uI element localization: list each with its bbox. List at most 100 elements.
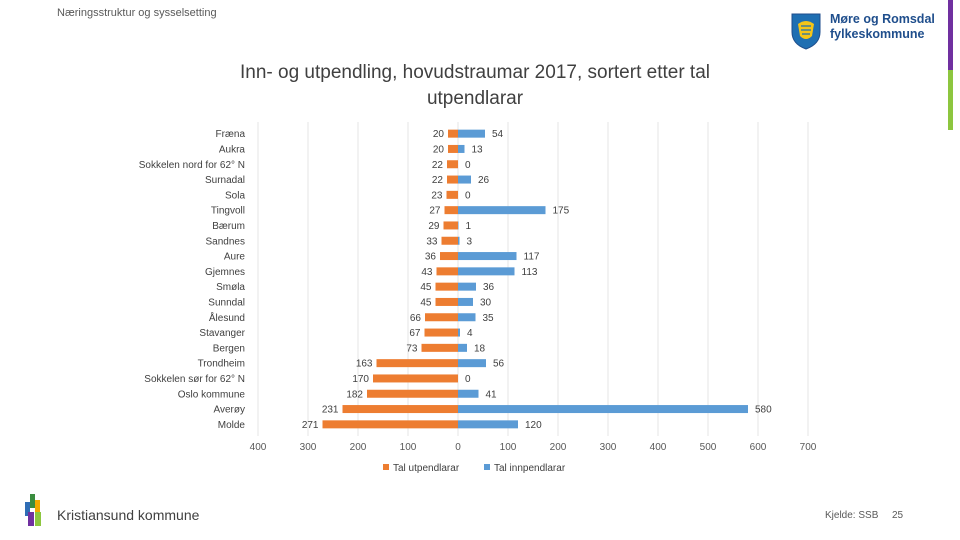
data-label-out: 20	[433, 129, 445, 140]
bar-in	[458, 389, 479, 398]
data-label-out: 182	[346, 389, 363, 400]
bar-out	[435, 297, 458, 306]
data-label-in: 36	[483, 282, 495, 293]
bar-out	[342, 405, 458, 414]
data-label-in: 120	[525, 420, 542, 431]
category-label: Fræna	[216, 129, 246, 140]
accent-bar	[948, 0, 953, 130]
bar-out	[441, 236, 458, 245]
bar-in	[458, 129, 485, 138]
bar-out	[421, 343, 458, 352]
category-label: Sokkelen nord for 62° N	[139, 160, 245, 171]
x-tick-label: 100	[400, 442, 417, 453]
x-tick-label: 200	[550, 442, 567, 453]
data-label-in: 41	[486, 389, 498, 400]
bar-out	[440, 252, 458, 261]
data-label-out: 27	[429, 206, 441, 217]
data-label-in: 26	[478, 175, 490, 186]
category-label: Sunndal	[208, 297, 245, 308]
source-note: Kjelde: SSB	[825, 510, 879, 521]
bar-out	[446, 190, 458, 199]
bar-out	[425, 313, 458, 322]
category-label: Ålesund	[209, 311, 245, 324]
bar-out	[443, 221, 458, 230]
category-label: Aukra	[219, 144, 246, 155]
section-label: Næringsstruktur og sysselsetting	[57, 7, 217, 19]
x-tick-label: 600	[750, 442, 767, 453]
x-tick-label: 0	[455, 442, 461, 453]
logo-line1: Møre og Romsdal	[830, 12, 935, 26]
bar-out	[447, 175, 458, 184]
data-label-in: 117	[524, 252, 540, 263]
legend-label-in: Tal innpendlarar	[494, 463, 566, 474]
category-label: Smøla	[216, 282, 245, 293]
coat-of-arms-icon	[791, 13, 821, 50]
x-tick-label: 300	[600, 442, 617, 453]
data-label-out: 36	[425, 252, 437, 263]
data-label-in: 3	[467, 236, 473, 247]
legend-swatch-in	[484, 464, 490, 470]
bar-out	[448, 129, 458, 138]
x-tick-label: 300	[300, 442, 317, 453]
category-label: Sokkelen sør for 62° N	[144, 374, 245, 385]
bar-in	[458, 328, 460, 337]
bar-in	[458, 206, 546, 215]
bar-out	[448, 144, 458, 153]
x-tick-label: 400	[250, 442, 267, 453]
data-label-out: 33	[426, 236, 438, 247]
data-label-out: 45	[420, 297, 432, 308]
data-label-in: 4	[467, 328, 473, 339]
fylkeskommune-logo: Møre og Romsdal fylkeskommune	[790, 12, 935, 50]
data-label-in: 30	[480, 297, 492, 308]
bar-out	[447, 160, 458, 169]
bar-in	[458, 297, 473, 306]
category-label: Molde	[218, 420, 246, 431]
bar-in	[458, 175, 471, 184]
data-label-in: 580	[755, 405, 772, 416]
bar-out	[436, 267, 458, 276]
data-label-out: 22	[432, 175, 444, 186]
page-number: 25	[892, 510, 904, 521]
category-label: Gjemnes	[205, 267, 245, 278]
data-label-out: 73	[406, 343, 418, 354]
category-label: Bergen	[213, 343, 245, 354]
data-label-in: 175	[553, 206, 570, 217]
data-label-in: 0	[465, 190, 471, 201]
bar-in	[458, 252, 517, 261]
bar-in	[458, 420, 518, 429]
data-label-out: 22	[432, 160, 444, 171]
data-label-out: 43	[421, 267, 433, 278]
category-label: Aure	[224, 252, 246, 263]
category-label: Oslo kommune	[178, 389, 246, 400]
legend-label-out: Tal utpendlarar	[393, 463, 460, 474]
bar-out	[367, 389, 458, 398]
data-label-in: 18	[474, 343, 486, 354]
data-label-in: 113	[522, 267, 538, 278]
data-label-out: 29	[428, 221, 440, 232]
bar-in	[458, 405, 748, 414]
bar-out	[376, 359, 458, 368]
bar-out	[424, 328, 458, 337]
x-tick-label: 700	[800, 442, 817, 453]
logo-line2: fylkeskommune	[830, 27, 925, 41]
data-label-out: 67	[409, 328, 421, 339]
bar-in	[458, 282, 476, 291]
data-label-out: 163	[356, 359, 373, 370]
legend-swatch-out	[383, 464, 389, 470]
data-label-out: 271	[302, 420, 319, 431]
category-label: Trondheim	[198, 359, 245, 370]
bar-in	[458, 221, 459, 230]
data-label-in: 1	[466, 221, 472, 232]
category-label: Sandnes	[206, 236, 245, 247]
category-label: Surnadal	[205, 175, 245, 186]
data-label-in: 35	[483, 313, 495, 324]
data-label-in: 13	[472, 144, 484, 155]
data-label-out: 20	[433, 144, 445, 155]
data-label-in: 0	[465, 374, 471, 385]
bar-out	[435, 282, 458, 291]
data-label-out: 23	[431, 190, 443, 201]
category-label: Sola	[225, 190, 245, 201]
data-label-in: 56	[493, 359, 505, 370]
chart-title: Inn- og utpendling, hovudstraumar 2017, …	[240, 62, 710, 109]
